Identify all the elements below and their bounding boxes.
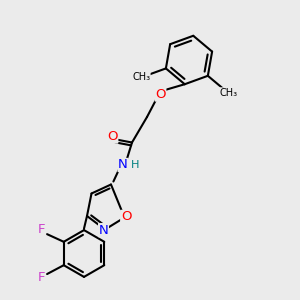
Text: N: N: [118, 158, 128, 172]
Text: O: O: [107, 130, 118, 143]
Text: N: N: [99, 224, 108, 237]
Text: CH₃: CH₃: [132, 72, 150, 82]
Text: F: F: [38, 223, 45, 236]
Text: CH₃: CH₃: [219, 88, 237, 98]
Text: F: F: [38, 272, 45, 284]
Text: O: O: [155, 88, 166, 101]
Text: O: O: [121, 210, 131, 224]
Text: H: H: [131, 160, 140, 170]
